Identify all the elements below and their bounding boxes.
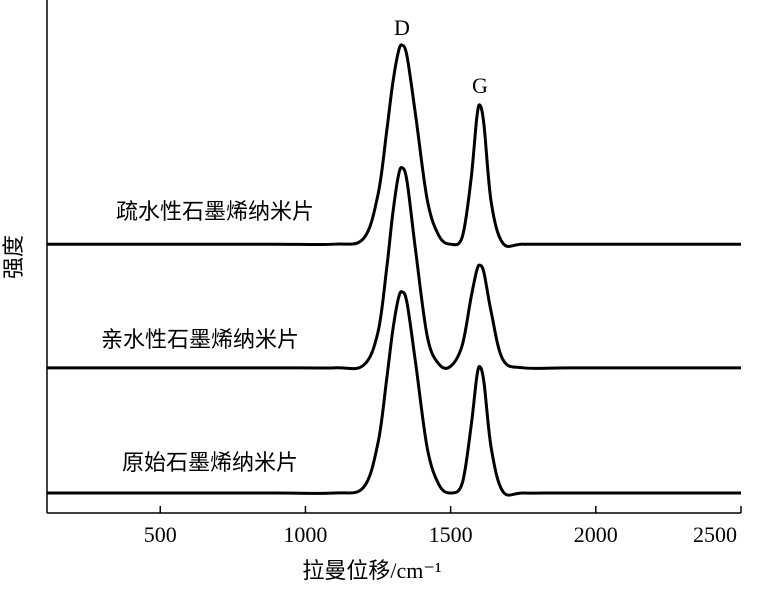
y-axis-label: 强度 — [1, 235, 26, 279]
x-tick-label: 1000 — [283, 522, 327, 547]
annotation: G — [472, 73, 488, 98]
spectrum-line — [47, 290, 741, 497]
series-label: 亲水性石墨烯纳米片 — [101, 327, 299, 352]
series-label: 疏水性石墨烯纳米片 — [116, 199, 314, 224]
series-label: 原始石墨烯纳米片 — [122, 450, 298, 475]
x-axis-label: 拉曼位移/cm⁻¹ — [302, 558, 441, 583]
x-tick-label: 1500 — [429, 522, 473, 547]
x-tick-label: 2500 — [693, 522, 737, 547]
x-tick-label: 2000 — [574, 522, 618, 547]
spectrum-line — [47, 43, 741, 248]
x-tick-label: 500 — [144, 522, 177, 547]
spectrum-line — [47, 166, 741, 371]
annotation: D — [394, 15, 410, 40]
